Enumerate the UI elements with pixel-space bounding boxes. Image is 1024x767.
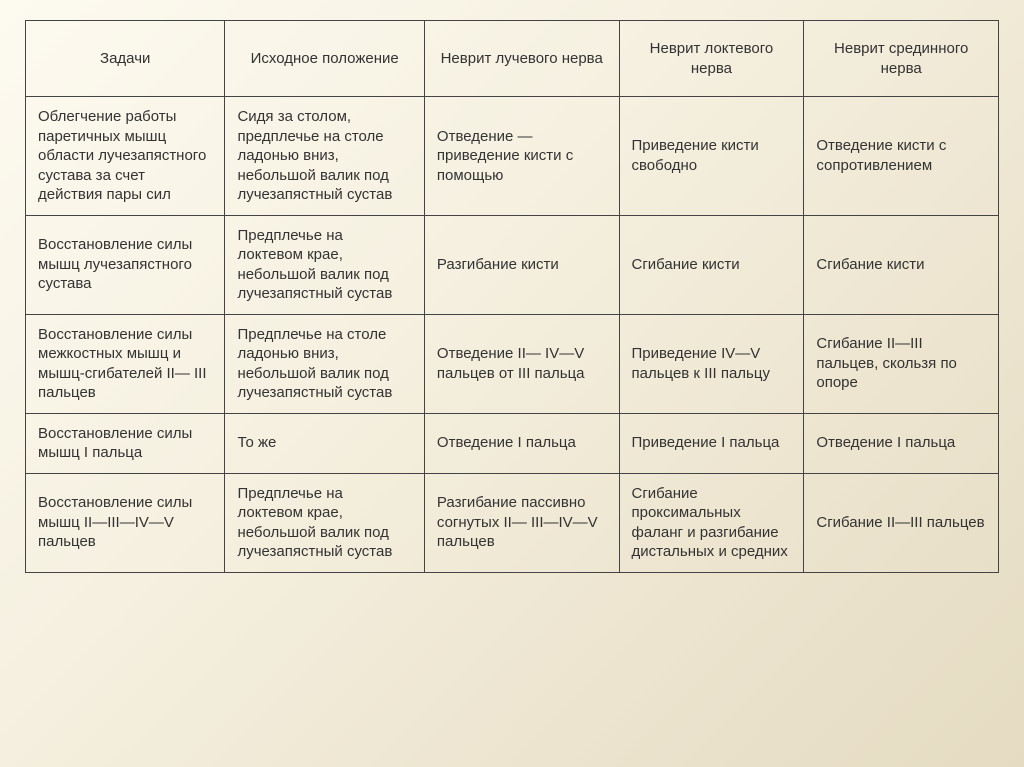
cell-position: Предплечье на локтевом крае, небольшой в… bbox=[225, 473, 424, 572]
cell-ulnar: Приведение IV—V пальцев к III пальцу bbox=[619, 314, 804, 413]
cell-task: Восстановление силы мышц II—III—IV—V пал… bbox=[26, 473, 225, 572]
cell-position: Предплечье на локтевом крае, небольшой в… bbox=[225, 215, 424, 314]
cell-task: Восстановление силы межкостных мышц и мы… bbox=[26, 314, 225, 413]
col-header-radial: Неврит лучевого нерва bbox=[424, 21, 619, 97]
cell-position: То же bbox=[225, 413, 424, 473]
table-header-row: Задачи Исходное положение Неврит лучевог… bbox=[26, 21, 999, 97]
cell-median: Отведение I пальца bbox=[804, 413, 999, 473]
cell-ulnar: Приведение кисти свободно bbox=[619, 97, 804, 216]
table-row: Восстановление силы мышц II—III—IV—V пал… bbox=[26, 473, 999, 572]
cell-ulnar: Сгибание проксимальных фаланг и разгибан… bbox=[619, 473, 804, 572]
cell-radial: Отведение I пальца bbox=[424, 413, 619, 473]
cell-task: Облегчение работы паретичных мышц област… bbox=[26, 97, 225, 216]
col-header-median: Неврит срединного нерва bbox=[804, 21, 999, 97]
cell-ulnar: Сгибание кисти bbox=[619, 215, 804, 314]
cell-median: Сгибание II—III пальцев, скользя по опор… bbox=[804, 314, 999, 413]
cell-position: Предплечье на столе ладонью вниз, неболь… bbox=[225, 314, 424, 413]
table-row: Облегчение работы паретичных мышц област… bbox=[26, 97, 999, 216]
col-header-position: Исходное положение bbox=[225, 21, 424, 97]
cell-task: Восстановление силы мышц лучезапястного … bbox=[26, 215, 225, 314]
cell-median: Сгибание кисти bbox=[804, 215, 999, 314]
cell-radial: Отведение — приведение кисти с помощью bbox=[424, 97, 619, 216]
cell-radial: Разгибание пассивно согнутых II— III—IV—… bbox=[424, 473, 619, 572]
cell-task: Восстановление силы мышц I пальца bbox=[26, 413, 225, 473]
nerve-therapy-table: Задачи Исходное положение Неврит лучевог… bbox=[25, 20, 999, 573]
cell-median: Отведение кисти с сопротивлением bbox=[804, 97, 999, 216]
cell-median: Сгибание II—III пальцев bbox=[804, 473, 999, 572]
cell-ulnar: Приведение I пальца bbox=[619, 413, 804, 473]
cell-position: Сидя за столом, предплечье на столе ладо… bbox=[225, 97, 424, 216]
col-header-tasks: Задачи bbox=[26, 21, 225, 97]
cell-radial: Отведение II— IV—V пальцев от III пальца bbox=[424, 314, 619, 413]
col-header-ulnar: Неврит локтевого нерва bbox=[619, 21, 804, 97]
page-container: Задачи Исходное положение Неврит лучевог… bbox=[0, 0, 1024, 573]
table-row: Восстановление силы мышц лучезапястного … bbox=[26, 215, 999, 314]
cell-radial: Разгибание кисти bbox=[424, 215, 619, 314]
table-row: Восстановление силы межкостных мышц и мы… bbox=[26, 314, 999, 413]
table-row: Восстановление силы мышц I пальца То же … bbox=[26, 413, 999, 473]
